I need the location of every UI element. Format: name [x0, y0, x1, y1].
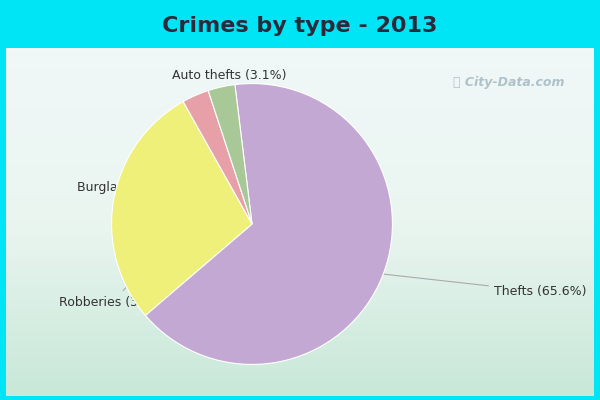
Wedge shape	[208, 84, 252, 224]
Text: Robberies (3.1%): Robberies (3.1%)	[59, 174, 230, 308]
Text: Crimes by type - 2013: Crimes by type - 2013	[163, 16, 437, 36]
Text: ⓘ City-Data.com: ⓘ City-Data.com	[453, 76, 565, 89]
Text: Thefts (65.6%): Thefts (65.6%)	[343, 270, 587, 298]
Text: Burglaries (28.1%): Burglaries (28.1%)	[77, 181, 194, 228]
Wedge shape	[112, 102, 252, 316]
Wedge shape	[183, 90, 252, 224]
Wedge shape	[145, 84, 392, 364]
Text: Auto thefts (3.1%): Auto thefts (3.1%)	[172, 69, 287, 173]
